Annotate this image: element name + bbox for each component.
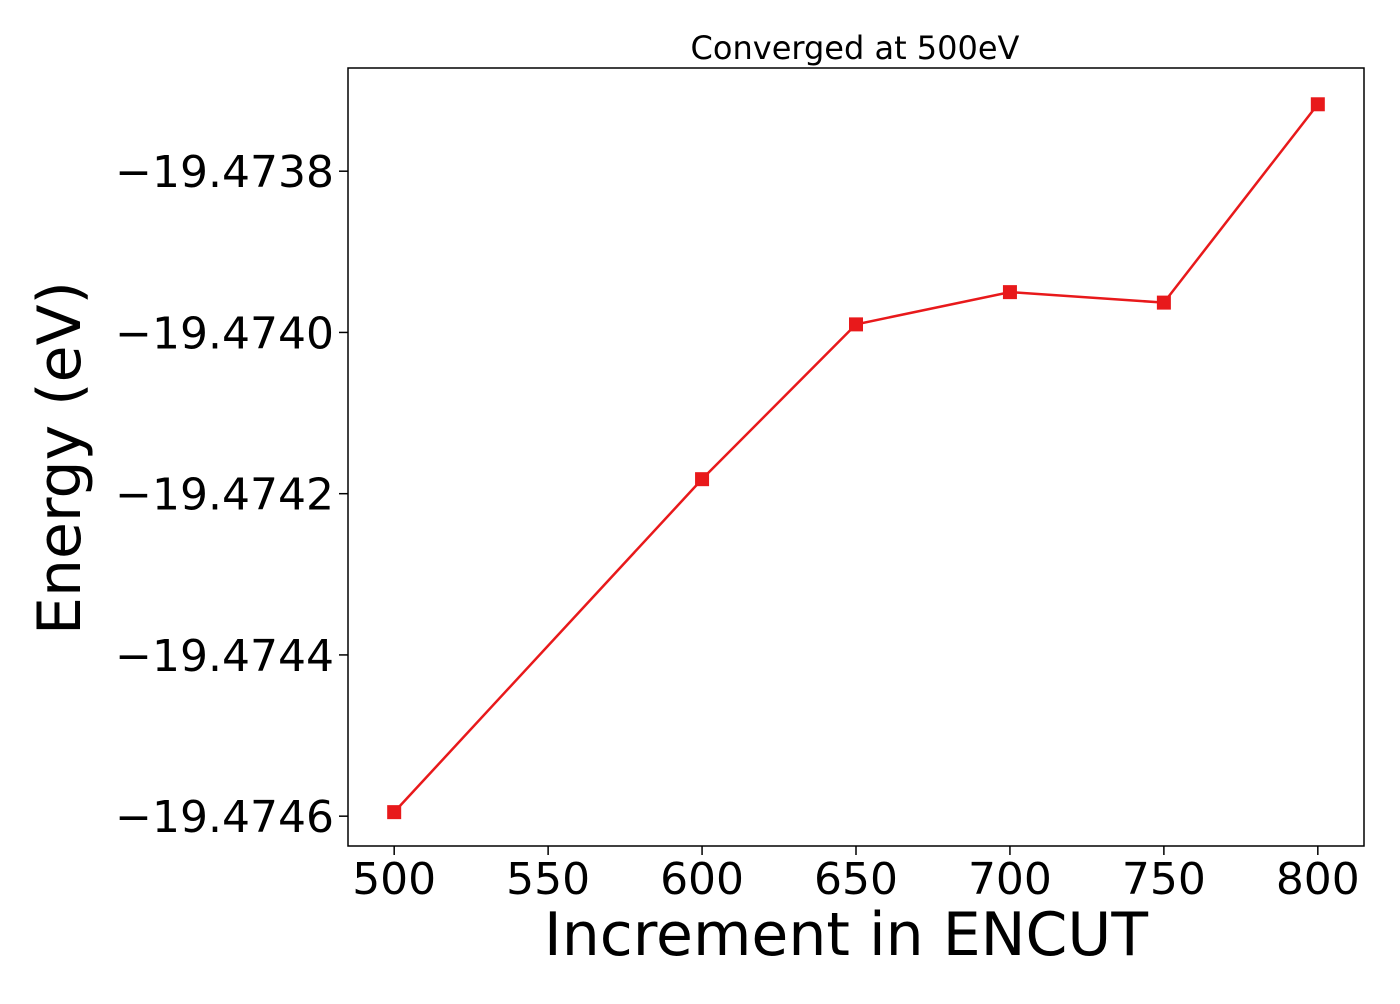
x-tick-label: 500 bbox=[352, 854, 436, 905]
x-tick-label: 600 bbox=[660, 854, 744, 905]
data-point-marker bbox=[695, 472, 710, 487]
plot-area-frame bbox=[347, 67, 1365, 847]
data-point-marker bbox=[1310, 97, 1325, 112]
series-line bbox=[393, 103, 1319, 813]
x-tick-label: 650 bbox=[814, 854, 898, 905]
data-point-marker bbox=[1002, 285, 1017, 300]
y-axis: −19.4746 −19.4744 −19.4742 −19.4740 −19.4738 bbox=[115, 147, 348, 843]
x-tick-label: 750 bbox=[1122, 854, 1206, 905]
data-point-marker bbox=[849, 317, 863, 332]
chart-title: Converged at 500eV bbox=[691, 29, 1020, 67]
x-axis-title: Increment in ENCUT bbox=[544, 900, 1148, 970]
data-point-marker bbox=[1156, 295, 1171, 310]
y-tick-label: −19.4742 bbox=[115, 470, 334, 521]
y-tick-label: −19.4740 bbox=[115, 308, 334, 359]
y-tick-label: −19.4746 bbox=[115, 792, 334, 843]
x-tick-label: 800 bbox=[1276, 854, 1360, 905]
x-tick-label: 700 bbox=[968, 854, 1052, 905]
x-tick-label: 550 bbox=[506, 854, 590, 905]
x-axis: 500 550 600 650 700 750 800 bbox=[352, 846, 1360, 905]
data-point-marker bbox=[387, 805, 402, 820]
y-tick-label: −19.4744 bbox=[115, 631, 334, 682]
series-layer bbox=[387, 97, 1325, 820]
y-tick-label: −19.4738 bbox=[115, 147, 334, 198]
y-axis-title: Energy (eV) bbox=[25, 281, 95, 635]
